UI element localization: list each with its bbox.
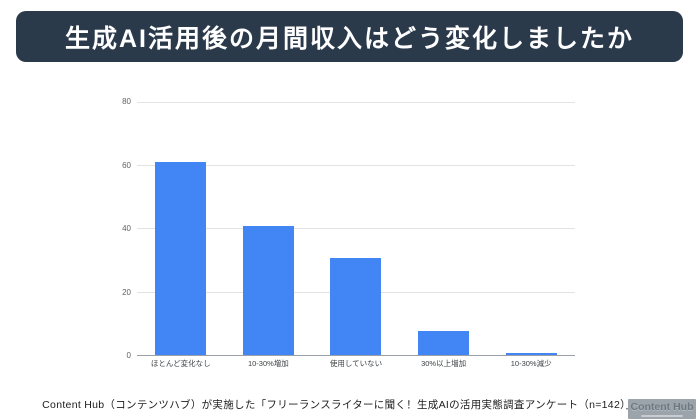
x-tick-label-3: 使用していない [329, 359, 383, 368]
x-tick-label-4: 30%以上増加 [421, 359, 467, 368]
bar-4 [418, 330, 470, 356]
watermark-tagline [641, 414, 683, 417]
gridline-80 [137, 102, 575, 103]
bar-1 [155, 162, 207, 356]
y-tick-label-40: 40 [122, 224, 131, 233]
plot-area [137, 102, 575, 356]
page-title: 生成AI活用後の月間収入はどう変化しましたか [64, 24, 634, 53]
x-tick-label-5: 10-30%減少 [510, 359, 552, 368]
bar-slot-5 [487, 102, 575, 356]
y-axis: 0 20 40 60 80 [95, 97, 131, 360]
bar-slot-4 [400, 102, 488, 356]
y-tick-label-20: 20 [122, 287, 131, 297]
x-tick-label-1: ほとんど変化なし [150, 359, 211, 368]
y-tick-label-60: 60 [122, 160, 131, 170]
y-tick-label-0: 0 [126, 351, 131, 360]
watermark-label: Content Hub [630, 400, 694, 413]
y-tick-label-80: 80 [122, 97, 131, 106]
gridline-60 [137, 164, 575, 166]
content-hub-watermark: Content Hub [628, 399, 696, 419]
bars-row [137, 102, 575, 356]
bar-5 [505, 352, 557, 356]
bar-slot-1 [137, 102, 225, 356]
bar-slot-2 [225, 102, 313, 356]
gridline-40 [137, 228, 575, 229]
header-banner: 生成AI活用後の月間収入はどう変化しましたか [16, 11, 683, 62]
source-citation: Content Hub（コンテンツハブ）が実施した「フリーランスライターに聞く！… [42, 399, 658, 411]
x-axis-baseline [137, 355, 575, 356]
bar-2 [242, 225, 294, 356]
x-tick-label-2: 10-30%増加 [247, 359, 289, 368]
bar-slot-3 [312, 102, 400, 356]
bar-3 [330, 257, 382, 356]
x-axis-labels: ほとんど変化なし 10-30%増加 使用していない 30%以上増加 10-30%減少 [137, 358, 575, 369]
